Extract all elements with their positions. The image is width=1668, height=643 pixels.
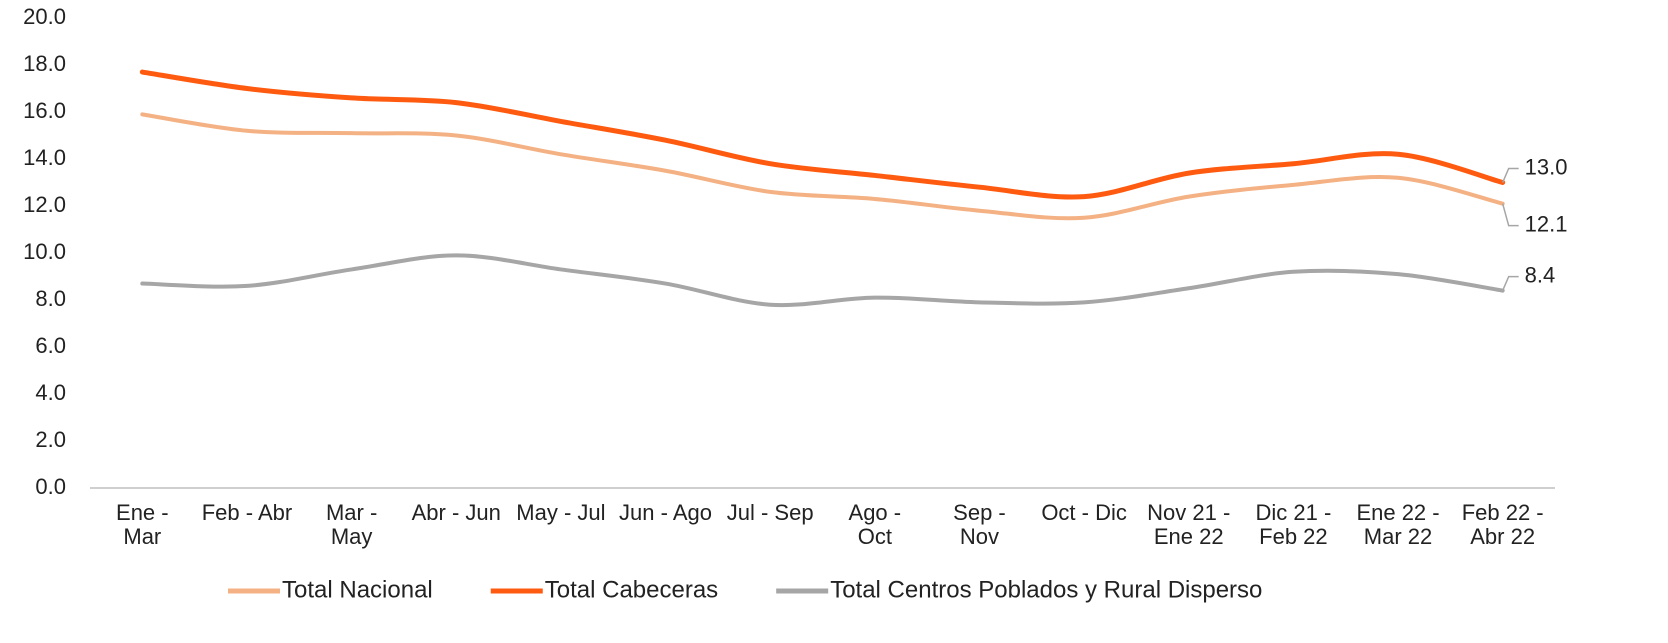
x-tick-label: Nov 21 -Ene 22 — [1147, 500, 1230, 549]
x-tick-label: Feb 22 -Abr 22 — [1462, 500, 1544, 549]
x-tick-label: Dic 21 -Feb 22 — [1255, 500, 1331, 549]
y-tick-label: 10.0 — [23, 239, 66, 264]
y-tick-label: 12.0 — [23, 192, 66, 217]
data-label: 13.0 — [1525, 154, 1568, 179]
series-line — [140, 253, 1505, 308]
x-tick-label: Jul - Sep — [727, 500, 814, 525]
x-tick-label: Mar -May — [326, 500, 377, 549]
label-leader — [1501, 203, 1519, 227]
label-leader — [1501, 275, 1519, 291]
y-tick-label: 16.0 — [23, 98, 66, 123]
x-tick-label: Feb - Abr — [202, 500, 292, 525]
x-tick-label: Oct - Dic — [1041, 500, 1127, 525]
y-tick-label: 4.0 — [35, 380, 66, 405]
legend-label: Total Centros Poblados y Rural Disperso — [830, 576, 1262, 603]
x-tick-label: Ago -Oct — [849, 500, 902, 549]
legend-label: Total Nacional — [282, 576, 433, 603]
data-label: 12.1 — [1525, 211, 1568, 236]
x-tick-label: Jun - Ago — [619, 500, 712, 525]
x-tick-label: Abr - Jun — [412, 500, 501, 525]
data-label: 8.4 — [1525, 262, 1556, 287]
x-tick-label: Sep -Nov — [953, 500, 1006, 549]
y-tick-label: 2.0 — [35, 427, 66, 452]
legend-label: Total Cabeceras — [545, 576, 718, 603]
series-line — [139, 69, 1506, 200]
y-tick-label: 8.0 — [35, 286, 66, 311]
series-line — [140, 112, 1505, 221]
x-tick-label: May - Jul — [516, 500, 605, 525]
y-tick-label: 14.0 — [23, 145, 66, 170]
y-tick-label: 0.0 — [35, 474, 66, 499]
x-tick-label: Ene -Mar — [116, 500, 169, 549]
y-tick-label: 6.0 — [35, 333, 66, 358]
y-tick-label: 18.0 — [23, 51, 66, 76]
y-tick-label: 20.0 — [23, 4, 66, 29]
label-leader — [1501, 167, 1519, 183]
x-tick-label: Ene 22 -Mar 22 — [1356, 500, 1439, 549]
